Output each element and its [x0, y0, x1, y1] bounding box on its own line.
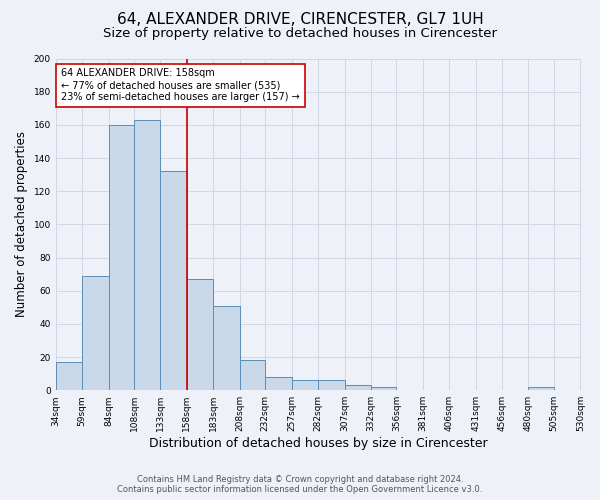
Bar	[160, 172, 187, 390]
Bar	[344, 385, 371, 390]
Bar	[214, 306, 240, 390]
Bar	[134, 120, 160, 390]
Text: Contains HM Land Registry data © Crown copyright and database right 2024.
Contai: Contains HM Land Registry data © Crown c…	[118, 474, 482, 494]
Bar	[318, 380, 344, 390]
Bar	[56, 362, 82, 390]
Y-axis label: Number of detached properties: Number of detached properties	[15, 132, 28, 318]
Bar	[82, 276, 109, 390]
Text: 64 ALEXANDER DRIVE: 158sqm
← 77% of detached houses are smaller (535)
23% of sem: 64 ALEXANDER DRIVE: 158sqm ← 77% of deta…	[61, 68, 299, 102]
Bar	[240, 360, 265, 390]
Bar	[292, 380, 318, 390]
Bar	[371, 387, 397, 390]
X-axis label: Distribution of detached houses by size in Cirencester: Distribution of detached houses by size …	[149, 437, 487, 450]
Text: Size of property relative to detached houses in Cirencester: Size of property relative to detached ho…	[103, 28, 497, 40]
Bar	[265, 377, 292, 390]
Bar	[109, 125, 134, 390]
Text: 64, ALEXANDER DRIVE, CIRENCESTER, GL7 1UH: 64, ALEXANDER DRIVE, CIRENCESTER, GL7 1U…	[116, 12, 484, 28]
Bar	[527, 387, 554, 390]
Bar	[187, 279, 214, 390]
